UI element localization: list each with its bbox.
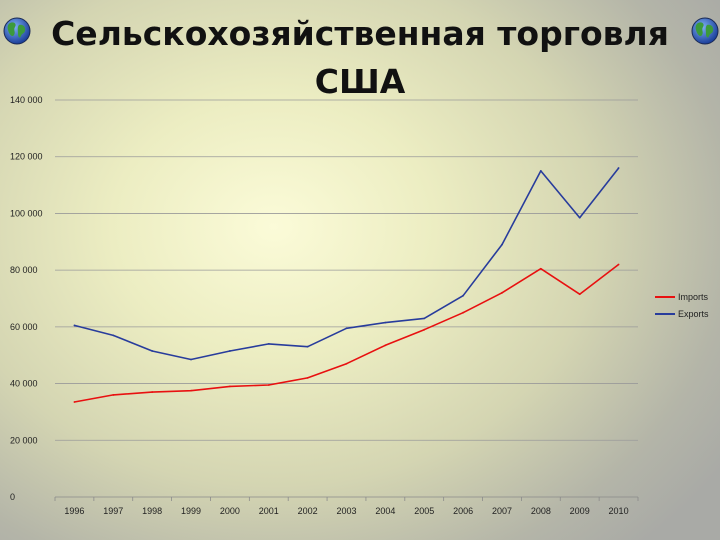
x-tick-label: 1996 [64, 506, 84, 516]
x-tick-label: 2006 [453, 506, 473, 516]
data-point-imports [462, 311, 464, 314]
data-point-exports [539, 169, 542, 172]
x-tick-label: 2004 [375, 506, 395, 516]
x-tick-label: 2000 [220, 506, 240, 516]
data-point-exports [462, 294, 464, 297]
data-point-exports [501, 243, 503, 246]
globe-icon [3, 17, 31, 45]
data-point-exports [267, 342, 270, 345]
data-point-imports [267, 384, 270, 386]
x-tick-label: 2002 [298, 506, 318, 516]
data-point-imports [617, 263, 620, 266]
data-point-exports [112, 334, 115, 337]
data-point-imports [306, 377, 309, 379]
data-point-imports [112, 394, 115, 396]
y-tick-label: 20 000 [10, 435, 38, 445]
y-tick-label: 80 000 [10, 265, 38, 275]
series-line-imports [74, 263, 620, 403]
data-point-imports [578, 293, 581, 296]
data-point-imports [190, 389, 192, 392]
data-point-exports [578, 216, 581, 219]
y-tick-label: 100 000 [10, 208, 43, 218]
y-tick-label: 140 000 [10, 95, 43, 105]
data-point-exports [423, 317, 426, 320]
data-point-exports [384, 321, 387, 324]
data-point-imports [73, 401, 76, 403]
data-point-imports [384, 344, 387, 347]
data-point-imports [229, 385, 231, 388]
title-line-1: Сельскохозяйственная торговля [51, 14, 669, 53]
data-point-imports [423, 328, 426, 331]
y-tick-label: 120 000 [10, 152, 43, 162]
data-point-exports [306, 345, 309, 348]
data-point-exports [73, 324, 76, 327]
data-point-exports [345, 327, 348, 330]
y-tick-label: 60 000 [10, 322, 38, 332]
globe-icon [691, 17, 719, 45]
legend-label-exports: Exports [678, 309, 709, 319]
data-point-exports [151, 350, 154, 352]
data-point-exports [190, 358, 192, 361]
x-tick-label: 1997 [103, 506, 123, 516]
x-tick-label: 2010 [609, 506, 629, 516]
x-tick-label: 2008 [531, 506, 551, 516]
x-tick-label: 1998 [142, 506, 162, 516]
y-tick-label: 40 000 [10, 379, 38, 389]
x-tick-label: 1999 [181, 506, 201, 516]
data-point-imports [539, 267, 542, 270]
x-tick-label: 2009 [570, 506, 590, 516]
title-line-2: США [314, 62, 406, 101]
slide-title: Сельскохозяйственная торговля США [40, 10, 680, 106]
data-point-imports [151, 391, 154, 393]
x-tick-label: 2001 [259, 506, 279, 516]
y-tick-label: 0 [10, 492, 15, 502]
legend-label-imports: Imports [678, 292, 709, 302]
series-line-exports [74, 167, 620, 361]
data-point-imports [501, 291, 503, 294]
x-tick-label: 2007 [492, 506, 512, 516]
data-point-exports [229, 350, 231, 352]
data-point-exports [617, 167, 620, 169]
x-tick-label: 2003 [336, 506, 356, 516]
data-point-imports [345, 362, 348, 365]
x-tick-label: 2005 [414, 506, 434, 516]
